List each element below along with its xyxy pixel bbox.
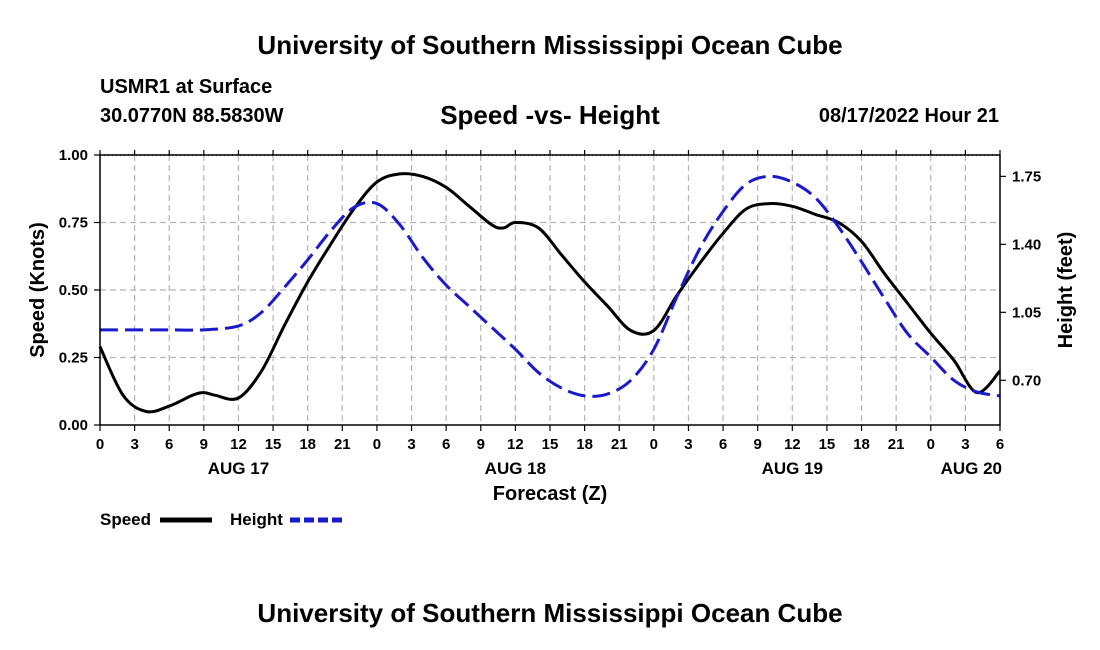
- grid: [100, 155, 1000, 425]
- coordinates-label: 30.0770N 88.5830W: [100, 105, 284, 127]
- x-tick-label: 15: [542, 436, 559, 453]
- y2-tick-label: 1.40: [1012, 236, 1041, 253]
- x-date-label: AUG 18: [485, 459, 546, 478]
- y2-tick-label: 0.70: [1012, 372, 1041, 389]
- legend: Speed Height: [100, 510, 342, 529]
- x-axis-label: Forecast (Z): [493, 483, 607, 505]
- x-tick-label: 3: [407, 436, 415, 453]
- x-tick-label: 12: [507, 436, 524, 453]
- x-tick-label: 0: [373, 436, 381, 453]
- y-tick-label: 1.00: [59, 147, 88, 164]
- x-tick-label: 18: [299, 436, 316, 453]
- y2-tick-label: 1.75: [1012, 168, 1041, 185]
- x-tick-label: 9: [200, 436, 208, 453]
- x-tick-label: 12: [230, 436, 247, 453]
- footer-title: University of Southern Mississippi Ocean…: [257, 598, 843, 628]
- station-label: USMR1 at Surface: [100, 76, 273, 98]
- x-tick-label: 6: [165, 436, 173, 453]
- x-date-label: AUG 19: [762, 459, 823, 478]
- x-tick-label: 6: [442, 436, 450, 453]
- x-tick-label: 0: [927, 436, 935, 453]
- y2-tick-label: 1.05: [1012, 304, 1041, 321]
- x-tick-label: 3: [130, 436, 138, 453]
- x-tick-label: 21: [334, 436, 351, 453]
- x-tick-label: 9: [477, 436, 485, 453]
- y-axis-label: Speed (Knots): [27, 222, 49, 358]
- x-tick-label: 15: [819, 436, 836, 453]
- series-lines: [98, 172, 1002, 414]
- legend-height-label: Height: [230, 510, 283, 529]
- height-series-line: [100, 174, 1001, 398]
- y-tick-label: 0.50: [59, 282, 88, 299]
- x-date-label: AUG 17: [208, 459, 269, 478]
- axes: 0 3 6 9 12 15 18 21 0 3 6 9 12 15 18 21 0 3 6 9 12 15 18 21 0 3 6 0…: [59, 147, 1041, 478]
- x-tick-label: 12: [784, 436, 801, 453]
- y-tick-label: 0.75: [59, 215, 88, 232]
- chart-title: Speed -vs- Height: [440, 100, 660, 130]
- main-title: University of Southern Mississippi Ocean…: [257, 30, 843, 60]
- x-tick-label: 21: [888, 436, 905, 453]
- forecast-date-label: 08/17/2022 Hour 21: [818, 105, 999, 127]
- y2-axis-label: Height (feet): [1055, 232, 1077, 349]
- legend-speed-label: Speed: [100, 510, 151, 529]
- x-tick-label: 15: [265, 436, 282, 453]
- x-tick-label: 9: [754, 436, 762, 453]
- x-tick-label: 21: [611, 436, 628, 453]
- x-tick-label: 3: [684, 436, 692, 453]
- x-tick-label: 3: [961, 436, 969, 453]
- x-tick-label: 18: [576, 436, 593, 453]
- x-tick-label: 6: [996, 436, 1004, 453]
- x-tick-label: 0: [96, 436, 104, 453]
- x-tick-label: 6: [719, 436, 727, 453]
- y-tick-label: 0.00: [59, 417, 88, 434]
- speed-series-line: [98, 172, 1002, 414]
- x-tick-label: 0: [650, 436, 658, 453]
- x-tick-label: 18: [853, 436, 870, 453]
- x-date-label: AUG 20: [941, 459, 1002, 478]
- y-tick-label: 0.25: [59, 350, 88, 367]
